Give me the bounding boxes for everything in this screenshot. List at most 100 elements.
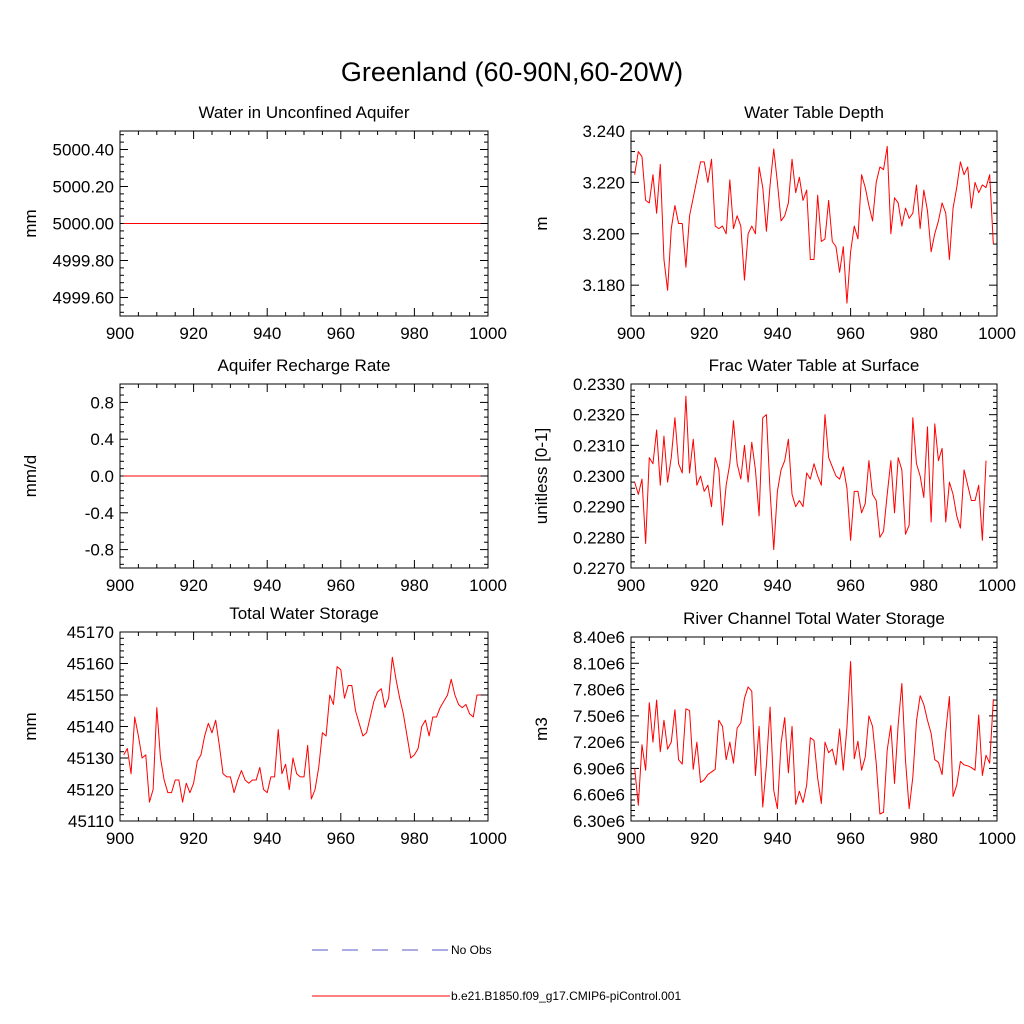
- aquifer-water-panel: Water in Unconfined Aquifer mm 900 920 940 96…: [21, 103, 507, 343]
- river-channel-storage-series-line: [634, 661, 994, 815]
- river-channel-storage-xtick-label: 900: [617, 829, 645, 848]
- total-water-storage-ytick-label: 45150: [67, 686, 114, 705]
- total-water-storage-series-line: [123, 656, 481, 803]
- water-table-depth-xtick-label: 960: [836, 324, 864, 343]
- river-channel-storage-ylabel: m3: [532, 717, 551, 741]
- frac-water-table-frame: [630, 383, 998, 569]
- aquifer-water-ytick-label: 4999.60: [53, 289, 114, 308]
- aquifer-water-xtick-label: 920: [179, 324, 207, 343]
- river-channel-storage-xtick-label: 1000: [978, 829, 1016, 848]
- frac-water-table-ylabel: unitless [0-1]: [532, 428, 551, 524]
- total-water-storage-title: Total Water Storage: [229, 604, 379, 623]
- water-table-depth-ytick-label: 3.220: [582, 173, 625, 192]
- aquifer-recharge-title: Aquifer Recharge Rate: [218, 356, 391, 375]
- frac-water-table-xtick-label: 980: [910, 576, 938, 595]
- aquifer-recharge-xtick-label: 980: [400, 576, 428, 595]
- river-channel-storage-frame: [630, 636, 998, 822]
- total-water-storage-ylabel: mm: [21, 712, 40, 740]
- aquifer-water-ytick-label: 5000.00: [53, 215, 114, 234]
- total-water-storage-frame: [119, 631, 489, 822]
- total-water-storage-ytick-label: 45140: [67, 718, 114, 737]
- water-table-depth-ytick-label: 3.180: [582, 276, 625, 295]
- aquifer-recharge-ytick-label: 0.8: [90, 393, 114, 412]
- water-table-depth-xtick-label: 980: [910, 324, 938, 343]
- water-table-depth-xtick-label: 940: [763, 324, 791, 343]
- frac-water-table-ytick-label: 0.2280: [573, 528, 625, 547]
- river-channel-storage-ytick-label: 6.30e6: [573, 812, 625, 831]
- water-table-depth-title: Water Table Depth: [744, 103, 884, 122]
- frac-water-table-ytick-label: 0.2330: [573, 375, 625, 394]
- total-water-storage-ytick-label: 45130: [67, 749, 114, 768]
- aquifer-recharge-ytick-label: 0.0: [90, 467, 114, 486]
- water-table-depth-frame: [630, 130, 998, 317]
- frac-water-table-series-line: [634, 395, 987, 551]
- frac-water-table-ytick-label: 0.2270: [573, 559, 625, 578]
- frac-water-table-xtick-label: 960: [836, 576, 864, 595]
- aquifer-water-ytick-label: 5000.20: [53, 178, 114, 197]
- aquifer-water-ylabel: mm: [21, 209, 40, 237]
- frac-water-table-ytick-label: 0.2310: [573, 436, 625, 455]
- river-channel-storage-panel: River Channel Total Water Storage m3 900 92…: [532, 609, 1016, 848]
- total-water-storage-panel: Total Water Storage mm 900 920 940 960 980 1000…: [21, 604, 507, 848]
- river-channel-storage-ytick-label: 8.10e6: [573, 654, 625, 673]
- frac-water-table-xtick-label: 1000: [978, 576, 1016, 595]
- water-table-depth-series-line: [634, 145, 994, 304]
- aquifer-recharge-panel: Aquifer Recharge Rate mm/d 900 920 940 960 980…: [21, 356, 507, 595]
- aquifer-recharge-ytick-label: -0.4: [85, 504, 114, 523]
- legend-model-run-label: b.e21.B1850.f09_g17.CMIP6-piControl.001: [451, 989, 682, 1003]
- water-table-depth-xtick-label: 1000: [978, 324, 1016, 343]
- water-table-depth-xtick-label: 920: [690, 324, 718, 343]
- river-channel-storage-ytick-label: 6.60e6: [573, 786, 625, 805]
- frac-water-table-ytick-label: 0.2300: [573, 467, 625, 486]
- total-water-storage-ytick-label: 45120: [67, 781, 114, 800]
- legend-no-obs-line: [312, 949, 450, 951]
- river-channel-storage-ytick-label: 8.40e6: [573, 628, 625, 647]
- aquifer-recharge-xtick-label: 1000: [469, 576, 507, 595]
- river-channel-storage-title: River Channel Total Water Storage: [683, 609, 945, 628]
- water-table-depth-ylabel: m: [532, 216, 551, 230]
- total-water-storage-xtick-label: 900: [106, 829, 134, 848]
- aquifer-water-title: Water in Unconfined Aquifer: [198, 103, 409, 122]
- frac-water-table-xtick-label: 940: [763, 576, 791, 595]
- figure-title: Greenland (60-90N,60-20W): [340, 57, 684, 87]
- aquifer-recharge-xtick-label: 940: [253, 576, 281, 595]
- legend-model-run: b.e21.B1850.f09_g17.CMIP6-piControl.001: [312, 988, 732, 1004]
- river-channel-storage-xtick-label: 920: [690, 829, 718, 848]
- aquifer-water-ytick-label: 4999.80: [53, 252, 114, 271]
- legend-no-obs-label: No Obs: [451, 943, 492, 957]
- aquifer-water-ytick-label: 5000.40: [53, 141, 114, 160]
- river-channel-storage-ytick-label: 7.20e6: [573, 733, 625, 752]
- river-channel-storage-xtick-label: 960: [836, 829, 864, 848]
- total-water-storage-xtick-label: 1000: [469, 829, 507, 848]
- aquifer-recharge-ytick-label: 0.4: [90, 430, 114, 449]
- aquifer-water-xtick-label: 940: [253, 324, 281, 343]
- river-channel-storage-ytick-label: 7.50e6: [573, 707, 625, 726]
- aquifer-recharge-xtick-label: 960: [327, 576, 355, 595]
- river-channel-storage-xtick-label: 980: [910, 829, 938, 848]
- frac-water-table-title: Frac Water Table at Surface: [709, 356, 920, 375]
- water-table-depth-xtick-label: 900: [617, 324, 645, 343]
- total-water-storage-ytick-label: 45170: [67, 623, 114, 642]
- river-channel-storage-xtick-label: 940: [763, 829, 791, 848]
- aquifer-recharge-ytick-label: -0.8: [85, 541, 114, 560]
- aquifer-water-xtick-label: 960: [327, 324, 355, 343]
- aquifer-water-xtick-label: 900: [106, 324, 134, 343]
- water-table-depth-ytick-label: 3.240: [582, 122, 625, 141]
- frac-water-table-panel: Frac Water Table at Surface unitless [0-1…: [532, 356, 1016, 595]
- aquifer-water-xtick-label: 980: [400, 324, 428, 343]
- aquifer-recharge-xtick-label: 900: [106, 576, 134, 595]
- water-table-depth-ytick-label: 3.200: [582, 225, 625, 244]
- aquifer-water-xtick-label: 1000: [469, 324, 507, 343]
- frac-water-table-ytick-label: 0.2290: [573, 498, 625, 517]
- legend-model-run-line: [312, 995, 450, 997]
- total-water-storage-xtick-label: 960: [327, 829, 355, 848]
- frac-water-table-xtick-label: 900: [617, 576, 645, 595]
- frac-water-table-xtick-label: 920: [690, 576, 718, 595]
- total-water-storage-ytick-label: 45110: [68, 812, 114, 831]
- aquifer-recharge-xtick-label: 920: [179, 576, 207, 595]
- total-water-storage-xtick-label: 920: [179, 829, 207, 848]
- aquifer-recharge-ylabel: mm/d: [21, 455, 40, 498]
- total-water-storage-xtick-label: 980: [400, 829, 428, 848]
- river-channel-storage-ytick-label: 7.80e6: [573, 681, 625, 700]
